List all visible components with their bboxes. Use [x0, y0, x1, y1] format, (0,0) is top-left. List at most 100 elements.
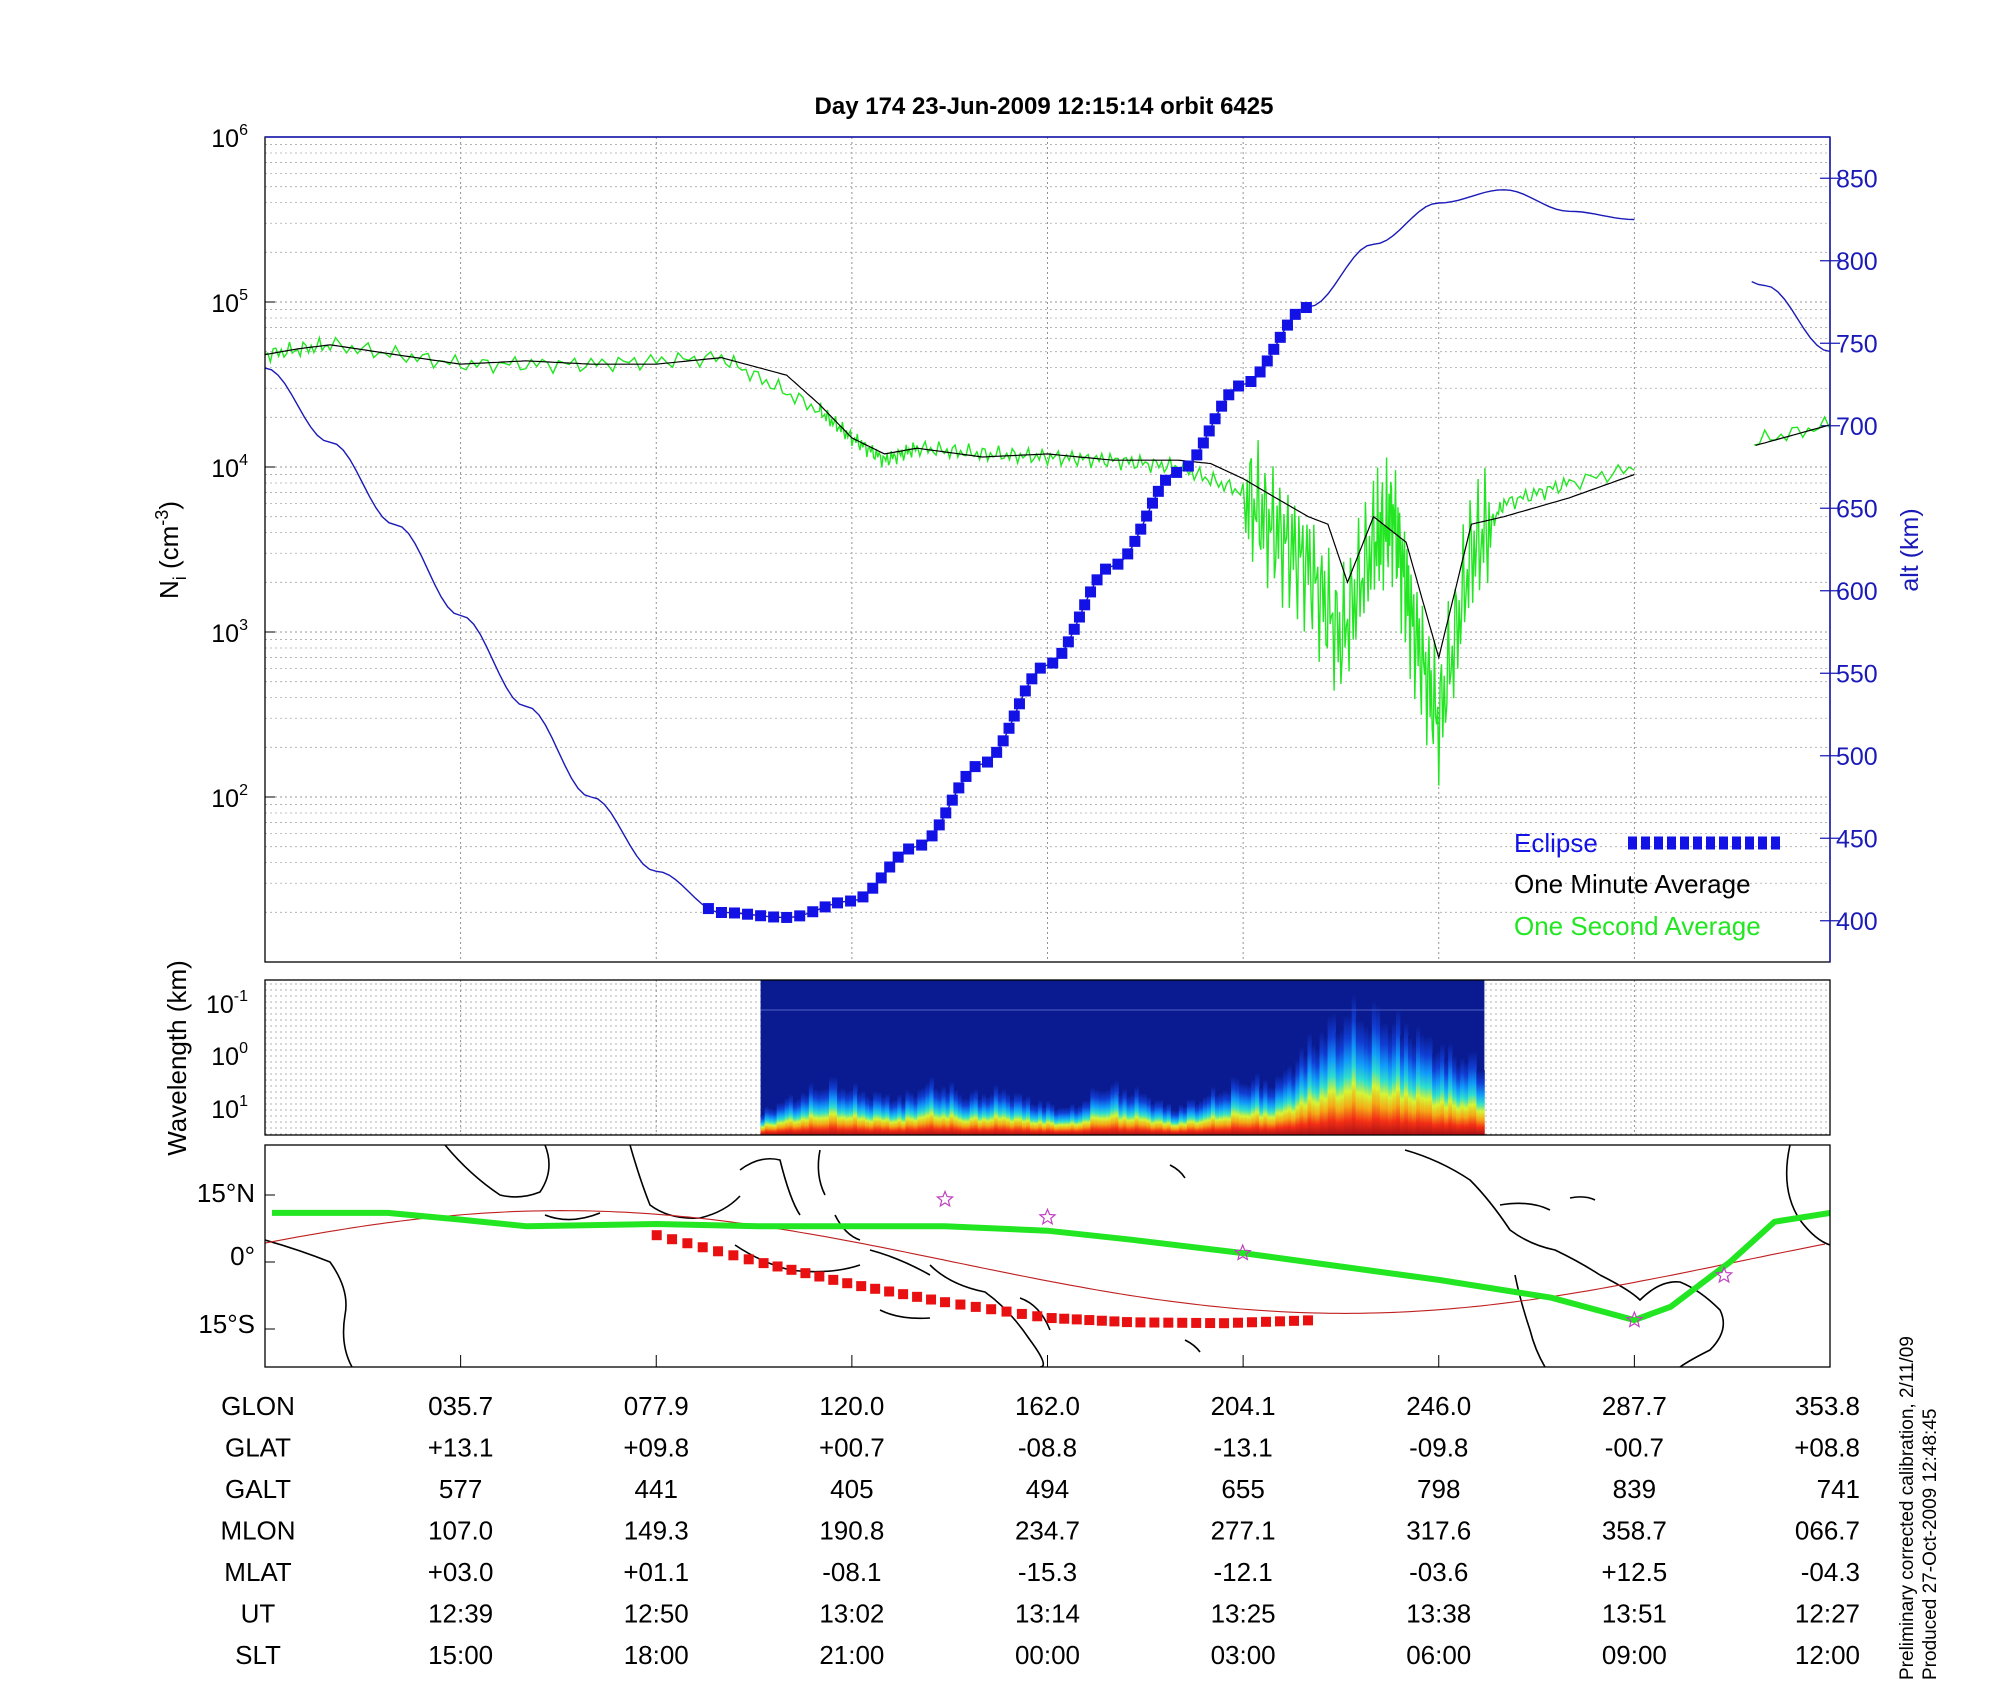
eclipse-track-marker: [758, 1258, 769, 1269]
spectrogram-column: [1432, 1054, 1437, 1135]
table-cell: 405: [830, 1474, 873, 1504]
eclipse-track-marker: [743, 1254, 754, 1265]
table-cell: 13:25: [1211, 1599, 1276, 1629]
magnetic-track-line: [272, 1209, 1830, 1324]
spectrogram-column: [909, 1092, 914, 1135]
eclipse-marker: [819, 901, 831, 913]
right-tick-label: 600: [1836, 578, 1878, 606]
table-cell: 18:00: [624, 1640, 689, 1670]
table-cell: 06:00: [1406, 1640, 1471, 1670]
spectrogram-column: [1412, 1042, 1417, 1135]
right-tick-label: 650: [1836, 495, 1878, 523]
spectrogram-column: [929, 1076, 934, 1135]
table-row-label: GALT: [225, 1474, 291, 1504]
table-cell: 09:00: [1602, 1640, 1667, 1670]
star-marker: [1233, 1243, 1252, 1261]
spectrogram-column: [1086, 1100, 1091, 1135]
spectrogram-column: [1424, 1036, 1429, 1135]
spectrogram-column: [861, 1090, 866, 1135]
spectrogram-column: [808, 1082, 814, 1135]
table-cell: 358.7: [1602, 1516, 1667, 1546]
left-tick-label: 105: [211, 287, 248, 318]
spectrogram-column: [1046, 1100, 1051, 1135]
spectrogram-column: [1102, 1090, 1107, 1135]
eclipse-marker: [969, 761, 981, 773]
spectrogram-column: [1327, 1014, 1332, 1135]
eclipse-track-marker: [1096, 1315, 1107, 1326]
spectrogram-column: [845, 1090, 850, 1135]
right-tick-label: 800: [1836, 248, 1878, 276]
table-cell: 077.9: [624, 1391, 689, 1421]
right-tick-label: 550: [1836, 660, 1878, 688]
eclipse-track-marker: [786, 1264, 797, 1275]
left-tick-label: 102: [211, 782, 248, 813]
eclipse-marker: [857, 891, 869, 903]
spectrogram-column: [1295, 1058, 1300, 1135]
table-cell: 353.8: [1795, 1391, 1860, 1421]
spectrogram-column: [969, 1091, 975, 1135]
spectrogram-column: [1214, 1093, 1220, 1135]
spectrogram-column: [1247, 1084, 1252, 1135]
legend-eclipse-label: Eclipse: [1514, 828, 1598, 858]
eclipse-marker: [1203, 425, 1215, 437]
map-panel: 15°N 0° 15°S: [197, 1144, 1831, 1368]
table-row-label: GLAT: [225, 1433, 291, 1463]
spectrogram-column: [1440, 1043, 1445, 1135]
table-cell: -03.6: [1409, 1557, 1468, 1587]
eclipse-marker: [953, 782, 965, 794]
spectrogram-column: [873, 1090, 878, 1135]
spectrogram-column: [1416, 1025, 1421, 1135]
map-grid: [265, 1194, 1635, 1367]
spectrogram-column: [1387, 1031, 1393, 1135]
eclipse-track-marker: [1246, 1317, 1257, 1328]
spectrogram-column: [1194, 1103, 1200, 1135]
spectrogram-column: [925, 1082, 930, 1135]
spectrogram-column: [1339, 1028, 1345, 1135]
top-panel-grid: [265, 137, 1830, 963]
spectrogram-column: [824, 1087, 830, 1135]
eclipse-marker: [1261, 355, 1273, 367]
eclipse-track-marker: [1219, 1318, 1230, 1329]
spectrogram-column: [1275, 1075, 1280, 1135]
spectrogram-column: [1227, 1091, 1232, 1135]
eclipse-marker: [960, 770, 972, 782]
eclipse-track-marker: [986, 1304, 997, 1315]
spectrogram-column: [965, 1098, 971, 1135]
spectrogram-column: [1062, 1107, 1067, 1135]
table-cell: 13:02: [819, 1599, 884, 1629]
eclipse-marker: [916, 839, 928, 851]
spectrogram-column: [1166, 1102, 1172, 1135]
table-cell: -09.8: [1409, 1433, 1468, 1463]
spectrogram-column: [1315, 1048, 1320, 1135]
ylabel-left-symbol: N: [154, 580, 184, 599]
spectrogram-column: [933, 1087, 938, 1135]
spectrogram-column: [1114, 1080, 1119, 1135]
eclipse-track-marker: [1032, 1311, 1043, 1322]
spectrogram-column: [901, 1100, 906, 1135]
eclipse-marker: [715, 907, 727, 918]
table-cell: 12:00: [1795, 1640, 1860, 1670]
eclipse-track-marker: [842, 1278, 853, 1289]
map-frame: [264, 1144, 1831, 1368]
ylabel-left-unit: (cm: [154, 526, 184, 577]
eclipse-track-marker: [1177, 1317, 1188, 1328]
eclipse-marker: [875, 872, 887, 884]
table-cell: 839: [1613, 1474, 1656, 1504]
one-minute-line: [265, 344, 1830, 660]
eclipse-marker: [1122, 548, 1134, 560]
spectrogram-column: [917, 1088, 922, 1135]
spectrogram-column: [1126, 1095, 1131, 1135]
spectrogram-column: [1050, 1103, 1055, 1135]
eclipse-track-marker: [728, 1250, 739, 1261]
spectrogram-column: [1021, 1098, 1027, 1135]
spectrogram-column: [1110, 1083, 1115, 1135]
one-second-line: [265, 335, 1830, 786]
spectrogram-column: [1311, 1043, 1316, 1135]
eclipse-track-marker: [926, 1294, 937, 1305]
right-tick-label: 500: [1836, 743, 1878, 771]
right-tick-label: 850: [1836, 165, 1878, 193]
spectrogram-column: [941, 1085, 946, 1135]
eclipse-marker: [807, 906, 819, 918]
table-row-label: UT: [241, 1599, 276, 1629]
eclipse-marker: [1223, 389, 1235, 401]
